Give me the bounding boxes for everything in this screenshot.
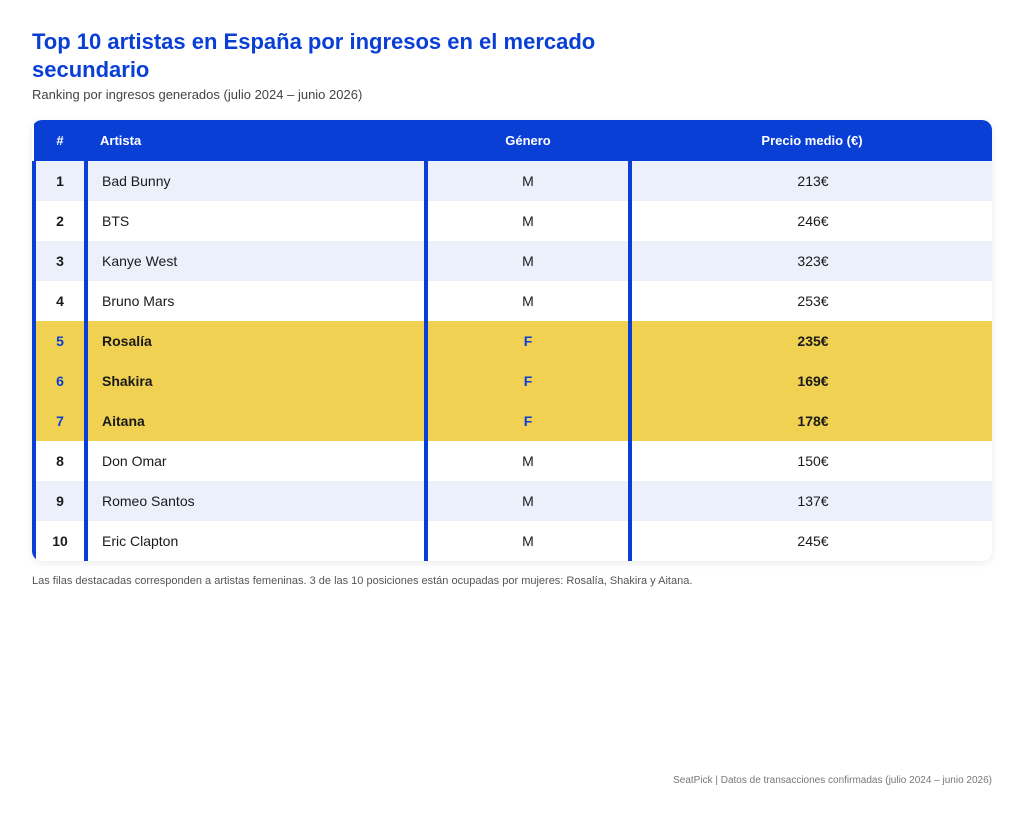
header-rank: # <box>56 133 64 148</box>
genre-cell: M <box>424 201 630 241</box>
table-row: 1 Bad Bunny M 213€ <box>32 161 992 201</box>
genre-cell: F <box>424 401 630 441</box>
source-credit: SeatPick | Datos de transacciones confir… <box>673 775 992 786</box>
table-row: 2 BTS M 246€ <box>32 201 992 241</box>
price-cell: 213€ <box>628 161 992 201</box>
artist-cell: BTS <box>84 201 426 241</box>
table-header: # Artista Género Precio medio (€) <box>34 120 992 161</box>
rank-cell: 9 <box>32 481 86 521</box>
artist-cell: Aitana <box>84 401 426 441</box>
rank-cell: 10 <box>32 521 86 561</box>
price-cell: 246€ <box>628 201 992 241</box>
genre-cell: M <box>424 521 630 561</box>
table-row: 5 Rosalía F 235€ <box>32 321 992 361</box>
genre-cell: M <box>424 241 630 281</box>
table-row: 9 Romeo Santos M 137€ <box>32 481 992 521</box>
genre-cell: F <box>424 361 630 401</box>
genre-cell: M <box>424 481 630 521</box>
rank-cell: 1 <box>32 161 86 201</box>
rank-cell: 2 <box>32 201 86 241</box>
table-row: 10 Eric Clapton M 245€ <box>32 521 992 561</box>
price-cell: 150€ <box>628 441 992 481</box>
price-cell: 137€ <box>628 481 992 521</box>
rank-cell: 8 <box>32 441 86 481</box>
artist-cell: Rosalía <box>84 321 426 361</box>
rank-cell: 4 <box>32 281 86 321</box>
genre-cell: M <box>424 441 630 481</box>
header-artist: Artista <box>100 133 142 148</box>
chart-subtitle: Ranking por ingresos generados (julio 20… <box>32 87 363 102</box>
price-cell: 323€ <box>628 241 992 281</box>
header-genre: Género <box>505 133 551 148</box>
ranking-table: # Artista Género Precio medio (€) 1 Bad B… <box>32 120 992 561</box>
rank-cell: 7 <box>32 401 86 441</box>
footnote: Las filas destacadas corresponden a arti… <box>32 575 693 587</box>
artist-cell: Kanye West <box>84 241 426 281</box>
price-cell: 178€ <box>628 401 992 441</box>
header-price: Precio medio (€) <box>761 133 863 148</box>
genre-cell: F <box>424 321 630 361</box>
table-row: 6 Shakira F 169€ <box>32 361 992 401</box>
price-cell: 235€ <box>628 321 992 361</box>
artist-cell: Romeo Santos <box>84 481 426 521</box>
chart-title: Top 10 artistas en España por ingresos e… <box>32 29 596 82</box>
price-cell: 253€ <box>628 281 992 321</box>
artist-cell: Shakira <box>84 361 426 401</box>
table-row: 4 Bruno Mars M 253€ <box>32 281 992 321</box>
rank-cell: 3 <box>32 241 86 281</box>
artist-cell: Don Omar <box>84 441 426 481</box>
table-row: 7 Aitana F 178€ <box>32 401 992 441</box>
artist-cell: Bruno Mars <box>84 281 426 321</box>
rank-cell: 5 <box>32 321 86 361</box>
artist-cell: Bad Bunny <box>84 161 426 201</box>
table-row: 3 Kanye West M 323€ <box>32 241 992 281</box>
price-cell: 169€ <box>628 361 992 401</box>
rank-cell: 6 <box>32 361 86 401</box>
genre-cell: M <box>424 161 630 201</box>
table-row: 8 Don Omar M 150€ <box>32 441 992 481</box>
price-cell: 245€ <box>628 521 992 561</box>
artist-cell: Eric Clapton <box>84 521 426 561</box>
genre-cell: M <box>424 281 630 321</box>
